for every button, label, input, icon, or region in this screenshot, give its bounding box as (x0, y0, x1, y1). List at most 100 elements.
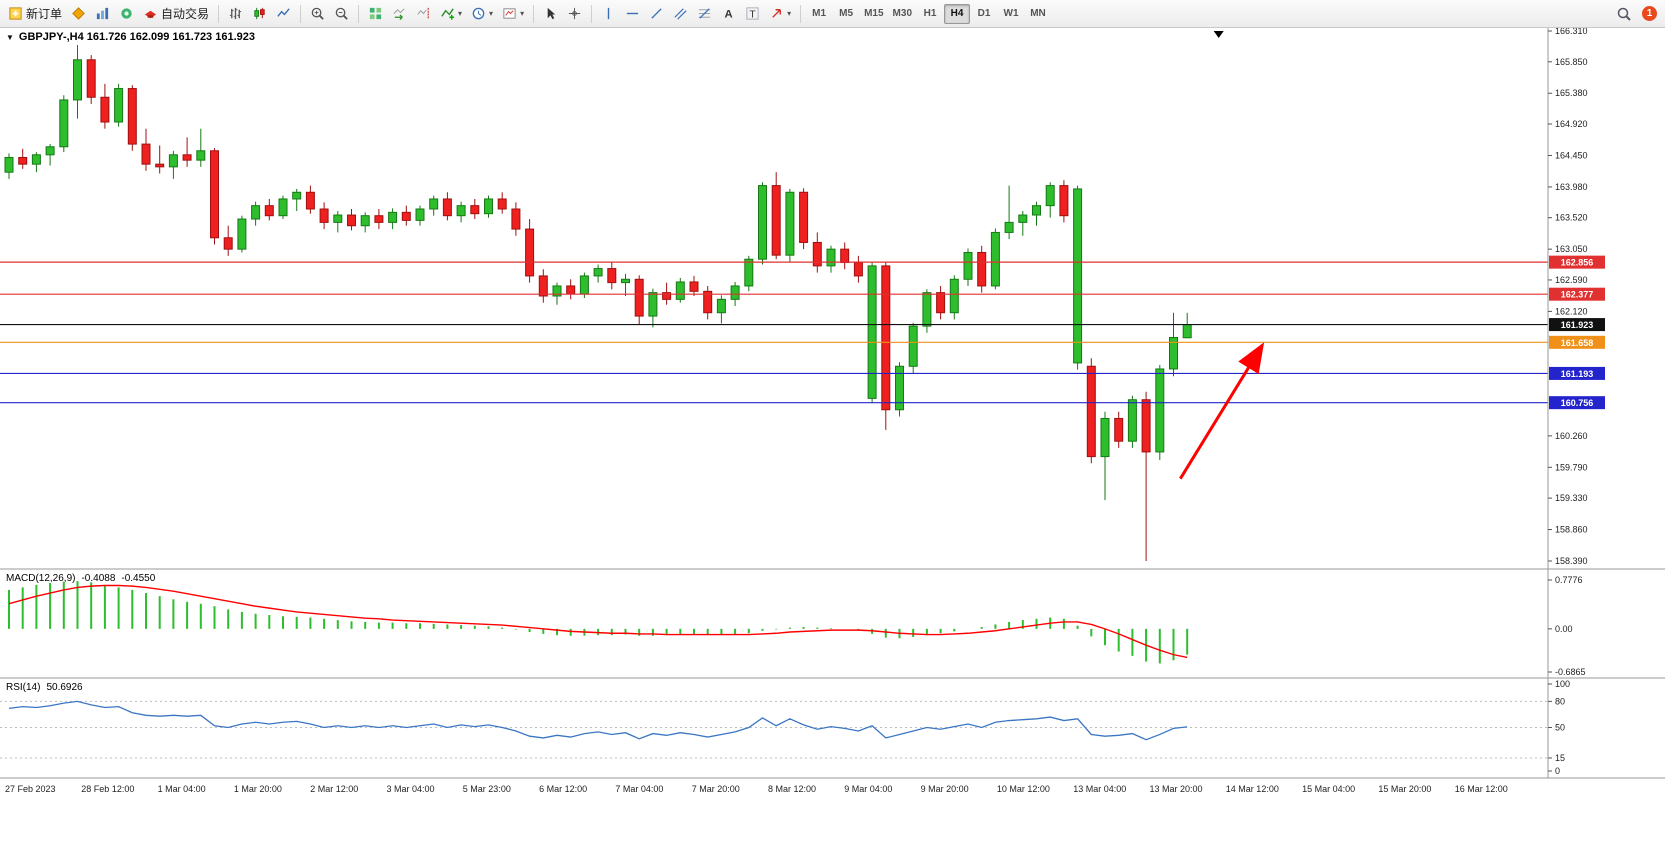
time-axis-label: 16 Mar 12:00 (1455, 784, 1508, 794)
candle-body (470, 205, 480, 215)
candle-body (881, 265, 891, 411)
charts-button[interactable] (91, 3, 114, 25)
search-button[interactable] (1612, 3, 1636, 25)
line-chart-button[interactable] (272, 3, 295, 25)
main-toolbar: 新订单 自动交易 (0, 0, 1665, 28)
periods-button[interactable]: ▾ (467, 3, 497, 25)
candle-body (826, 248, 836, 267)
chevron-down-icon: ▾ (489, 8, 494, 18)
trendline-button[interactable] (645, 3, 668, 25)
autotrading-button[interactable]: 自动交易 (139, 3, 213, 25)
timeframe-h1[interactable]: H1 (917, 4, 943, 24)
chart-shift-marker[interactable] (1213, 31, 1224, 38)
price-tag (1549, 255, 1605, 269)
vertical-line-button[interactable] (597, 3, 620, 25)
text-tool-button[interactable]: A (717, 3, 740, 25)
time-axis-label: 2 Mar 12:00 (310, 784, 358, 794)
candlestick-chart-button[interactable] (248, 3, 271, 25)
timeframe-d1[interactable]: D1 (971, 4, 997, 24)
bar-chart-icon (229, 7, 242, 20)
fibonacci-button[interactable] (693, 3, 716, 25)
time-axis-label: 8 Mar 12:00 (768, 784, 816, 794)
timeframe-w1[interactable]: W1 (998, 4, 1024, 24)
timeframe-h4[interactable]: H4 (944, 3, 970, 24)
chart-canvas[interactable]: 166.310 165.850 165.380 164.920 164.450 163.9… (0, 28, 1665, 846)
symbol-dropdown-icon[interactable]: ▼ (6, 32, 14, 42)
symbols-icon (72, 7, 85, 20)
time-axis-label: 1 Mar 20:00 (234, 784, 282, 794)
notification-badge[interactable]: 1 (1642, 6, 1657, 21)
candle-body (73, 59, 82, 101)
timeframe-m15[interactable]: M15 (860, 4, 887, 24)
auto-scroll-button[interactable] (388, 3, 411, 25)
candle-body (292, 191, 302, 200)
crosshair-button[interactable] (563, 3, 586, 25)
channel-button[interactable] (669, 3, 692, 25)
macd-value-main: -0.4088 (81, 573, 116, 584)
price-tag-label: 160.756 (1561, 398, 1594, 408)
search-icon (1617, 7, 1631, 21)
time-axis-label: 10 Mar 12:00 (997, 784, 1050, 794)
price-axis-label: 160.260 (1555, 431, 1588, 441)
cursor-button[interactable] (539, 3, 562, 25)
candle-body (648, 292, 658, 317)
chart-window-icon (96, 7, 109, 20)
candle-body (963, 252, 973, 280)
chevron-down-icon: ▾ (458, 8, 463, 18)
candle-body (1114, 417, 1124, 442)
candle-body (730, 285, 740, 300)
horizontal-line-button[interactable] (621, 3, 644, 25)
templates-button[interactable]: ▾ (498, 3, 528, 25)
candle-body (347, 214, 356, 227)
price-axis-label: 159.330 (1555, 493, 1588, 503)
candle-body (785, 191, 795, 256)
symbols-button[interactable] (67, 3, 90, 25)
candle-body (566, 285, 576, 295)
macd-scale-label: 0.7776 (1555, 575, 1583, 585)
new-order-label: 新订单 (26, 7, 63, 21)
timeframe-m1[interactable]: M1 (806, 4, 832, 24)
alerts-button[interactable] (115, 3, 138, 25)
chart-area[interactable]: 166.310 165.850 165.380 164.920 164.450 163.9… (0, 28, 1665, 846)
candle-body (758, 185, 767, 260)
horizontal-line-icon (626, 12, 639, 15)
trendline-icon (651, 8, 662, 19)
timeframe-m5[interactable]: M5 (833, 4, 859, 24)
candle-body (1182, 324, 1192, 339)
candle-body (86, 59, 96, 98)
time-axis-label: 3 Mar 04:00 (387, 784, 435, 794)
tile-windows-button[interactable] (364, 3, 387, 25)
price-tag (1549, 366, 1605, 380)
candle-body (429, 198, 439, 210)
arrow-tool-icon (772, 9, 782, 18)
arrows-tool-button[interactable]: ▾ (765, 3, 795, 25)
candle-body (936, 292, 946, 314)
candle-body (114, 88, 124, 123)
price-axis-label: 166.310 (1555, 28, 1588, 36)
price-axis-label: 164.450 (1555, 150, 1588, 160)
label-tool-button[interactable]: T (741, 3, 764, 25)
candle-body (593, 268, 603, 277)
bar-chart-button[interactable] (224, 3, 247, 25)
new-order-button[interactable]: 新订单 (4, 3, 66, 25)
candle-body (374, 215, 384, 223)
time-axis-label: 13 Mar 20:00 (1150, 784, 1203, 794)
timeframe-mn[interactable]: MN (1025, 4, 1051, 24)
zoom-in-button[interactable] (306, 3, 329, 25)
zoom-out-button[interactable] (330, 3, 353, 25)
macd-scale-label: -0.6865 (1555, 667, 1586, 677)
rsi-line (8, 700, 1188, 741)
time-axis-label: 9 Mar 04:00 (844, 784, 892, 794)
candle-body (319, 208, 329, 223)
rsi-scale-label: 15 (1555, 753, 1565, 763)
price-axis-label: 162.120 (1555, 306, 1588, 316)
chart-shift-button[interactable] (412, 3, 435, 25)
time-axis-label: 7 Mar 20:00 (692, 784, 740, 794)
indicators-button[interactable]: ▾ (436, 3, 466, 25)
candles (4, 45, 1192, 561)
price-axis-label: 158.860 (1555, 525, 1588, 535)
arrow-annotation[interactable] (1179, 342, 1265, 480)
indicators-icon (441, 8, 455, 20)
timeframe-m30[interactable]: M30 (889, 4, 916, 24)
chart-legend: ▼ GBPJPY-,H4 161.726 162.099 161.723 161… (6, 31, 255, 43)
